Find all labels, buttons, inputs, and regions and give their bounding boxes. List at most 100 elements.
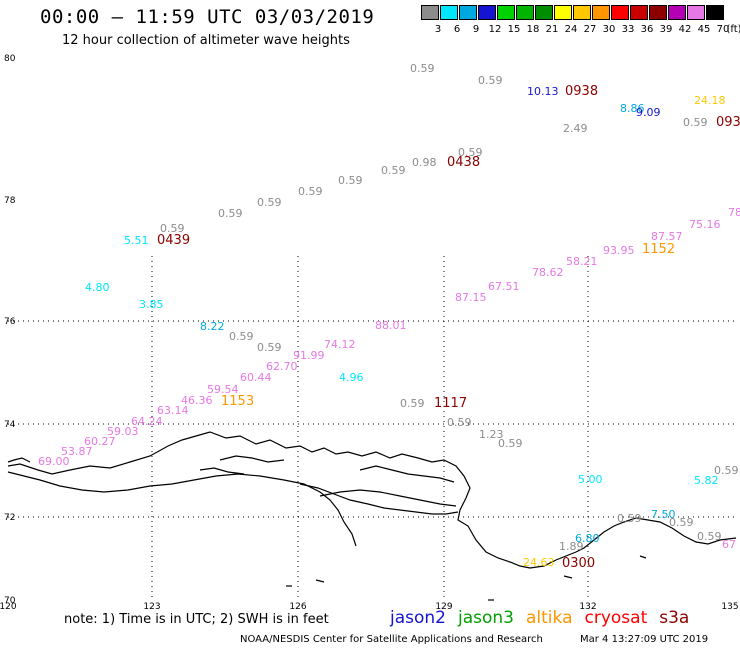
lon-label: 129 <box>435 602 452 612</box>
wave-height-label: 0.59 <box>617 512 642 525</box>
scale-swatch <box>440 5 458 20</box>
scale-label: 12 <box>488 24 502 35</box>
scale-label: 39 <box>659 24 673 35</box>
wave-height-label: 59.54 <box>207 383 239 396</box>
wave-height-label: 24.63 <box>523 556 555 569</box>
wave-height-label: 5.00 <box>578 473 603 486</box>
scale-label: 33 <box>621 24 635 35</box>
scale-swatch <box>592 5 610 20</box>
scale-label: 27 <box>583 24 597 35</box>
wave-height-label: 0.59 <box>160 222 185 235</box>
wave-height-label: 7.50 <box>651 508 676 521</box>
wave-height-label: 46.36 <box>181 394 213 407</box>
wave-height-label: 75.16 <box>689 218 721 231</box>
wave-height-label: 78 <box>728 206 740 219</box>
scale-swatch <box>611 5 629 20</box>
scale-label: 70 <box>716 24 730 35</box>
wave-height-label: 59.03 <box>107 425 139 438</box>
wave-height-label: 6.80 <box>575 532 600 545</box>
pass-time-label: 0439 <box>157 233 190 248</box>
legend-jason2: jason2 <box>390 608 446 628</box>
scale-label: 21 <box>545 24 559 35</box>
wave-height-label: 0.59 <box>697 530 722 543</box>
wave-height-label: 58.21 <box>566 255 598 268</box>
lon-label: 120 <box>0 602 17 612</box>
wave-height-label: 0.59 <box>714 464 739 477</box>
wave-height-label: 10.13 <box>527 85 559 98</box>
pass-time-label: 0438 <box>447 155 480 170</box>
scale-unit-label: (ft) <box>726 24 740 35</box>
wave-height-label: 4.80 <box>85 281 110 294</box>
lat-label: 72 <box>4 513 15 523</box>
wave-height-label: 0.59 <box>257 341 282 354</box>
wave-height-label: 60.44 <box>240 371 272 384</box>
scale-label: 18 <box>526 24 540 35</box>
scale-swatch <box>535 5 553 20</box>
lat-label: 80 <box>4 54 16 64</box>
wave-height-label: 78.62 <box>532 266 564 279</box>
generated-timestamp: Mar 4 13:27:09 UTC 2019 <box>580 634 709 645</box>
wave-height-label: 0.59 <box>669 516 694 529</box>
wave-height-label: 3.85 <box>139 298 164 311</box>
scale-swatch <box>478 5 496 20</box>
wave-height-label: 1.89 <box>559 540 584 553</box>
scale-label: 36 <box>640 24 654 35</box>
lon-label: 126 <box>289 602 306 612</box>
lon-label: 132 <box>579 602 596 612</box>
scale-label: 15 <box>507 24 521 35</box>
wave-height-label: 62.70 <box>266 360 298 373</box>
wave-height-label: 53.87 <box>61 445 93 458</box>
wave-height-label: 0.59 <box>498 437 523 450</box>
scale-swatch <box>421 5 439 20</box>
scale-swatch <box>649 5 667 20</box>
pass-time-label: 1152 <box>642 242 675 257</box>
wave-height-label: 5.82 <box>694 474 719 487</box>
wave-height-label: 0.59 <box>447 416 472 429</box>
scale-swatch <box>516 5 534 20</box>
wave-height-label: 0.59 <box>683 116 708 129</box>
pass-time-label: 093 <box>716 115 740 130</box>
scale-label: 6 <box>453 24 461 35</box>
pass-time-label: 1117 <box>434 396 467 411</box>
wave-height-label: 4.96 <box>339 371 364 384</box>
scale-swatch <box>497 5 515 20</box>
pass-time-label: 0938 <box>565 84 598 99</box>
scale-label: 45 <box>697 24 711 35</box>
wave-height-label: 87.57 <box>651 230 683 243</box>
wave-height-label: 69.00 <box>38 455 70 468</box>
wave-height-label: 0.59 <box>298 185 323 198</box>
scale-label: 30 <box>602 24 616 35</box>
wave-height-label: 0.59 <box>478 74 503 87</box>
legend-cryosat: cryosat <box>584 608 648 628</box>
credit-line: NOAA/NESDIS Center for Satellite Applica… <box>240 634 543 645</box>
wave-height-label: 88.01 <box>375 319 407 332</box>
scale-swatch <box>630 5 648 20</box>
scale-label: 24 <box>564 24 578 35</box>
pass-time-label: 0300 <box>562 556 595 571</box>
legend-jason3: jason3 <box>458 608 514 628</box>
wave-height-label: 9.09 <box>636 106 661 119</box>
wave-height-label: 0.59 <box>229 330 254 343</box>
wave-height-label: 0.59 <box>458 146 483 159</box>
wave-height-label: 0.59 <box>257 196 282 209</box>
scale-label: 42 <box>678 24 692 35</box>
satellite-legend: jason2 jason3 altika cryosat s3a <box>390 608 701 628</box>
map-title: 00:00 – 11:59 UTC 03/03/2019 <box>40 6 375 28</box>
wave-height-label: 5.51 <box>124 234 149 247</box>
wave-height-label: 8.86 <box>620 102 645 115</box>
scale-swatch <box>554 5 572 20</box>
wave-height-label: 91.99 <box>293 349 325 362</box>
wave-height-label: 93.95 <box>603 244 635 257</box>
wave-height-label: 0.59 <box>338 174 363 187</box>
wave-height-label: 67 <box>722 538 736 551</box>
wave-height-label: 87.15 <box>455 291 487 304</box>
lat-label: 76 <box>4 317 16 327</box>
scale-swatch <box>687 5 705 20</box>
lon-label: 123 <box>143 602 160 612</box>
scale-swatch <box>668 5 686 20</box>
wave-height-label: 64.24 <box>131 415 163 428</box>
wave-height-label: 24.18 <box>694 94 726 107</box>
wave-height-label: 60.27 <box>84 435 116 448</box>
scale-swatch <box>459 5 477 20</box>
